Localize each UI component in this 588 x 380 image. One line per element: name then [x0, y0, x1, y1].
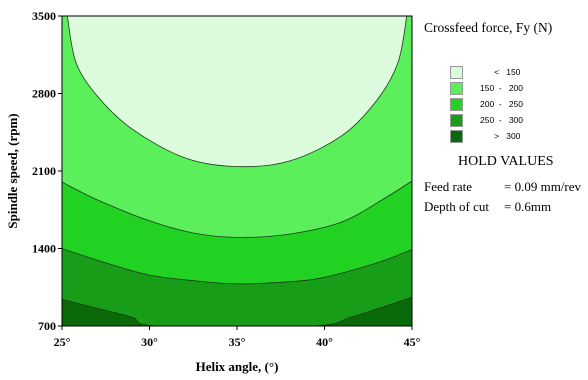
x-tick-label: 25° [54, 335, 71, 349]
legend-label: < 150 [480, 67, 521, 77]
contour-line-300 [62, 296, 412, 326]
legend-label: 200 - 250 [480, 99, 524, 109]
legend-item: 250 - 300 [450, 114, 550, 128]
legend-label: > 300 [480, 131, 521, 141]
hold-value: = 0.6mm [504, 199, 552, 214]
contour-line-150 [66, 16, 408, 168]
legend-item: < 150 [450, 66, 550, 80]
legend-label: 150 - 200 [480, 83, 524, 93]
hold-value: = 0.09 mm/rev [504, 179, 582, 194]
x-axis-label: Helix angle, (°) [196, 359, 279, 374]
hold-values-title: HOLD VALUES [458, 154, 554, 169]
y-tick-label: 2800 [32, 87, 56, 101]
x-tick-label: 40° [316, 335, 333, 349]
legend-swatch [450, 98, 463, 111]
legend-item: 200 - 250 [450, 98, 550, 112]
legend-swatch [450, 114, 463, 127]
contour-band-below-150 [67, 16, 407, 167]
y-tick-label: 2100 [32, 164, 56, 178]
y-tick-label: 700 [38, 319, 56, 333]
x-tick-label: 35° [229, 335, 246, 349]
hold-row-depth-of-cut: Depth of cut = 0.6mm [424, 199, 551, 215]
hold-label: Feed rate [424, 179, 473, 194]
legend-item: > 300 [450, 130, 550, 144]
legend-swatch [450, 130, 463, 143]
y-tick-label: 3500 [32, 9, 56, 23]
legend-swatch [450, 66, 463, 79]
hold-label: Depth of cut [424, 199, 489, 214]
y-axis-label: Spindle speed, (rpm) [5, 113, 20, 228]
legend-title: Crossfeed force, Fy (N) [424, 20, 553, 35]
plot-area [62, 16, 412, 326]
side-panel: Crossfeed force, Fy (N) < 150 150 - 200 … [422, 0, 588, 380]
axes: 25° 30° 35° 40° 45° 700 1400 2100 2800 3500 [32, 9, 421, 349]
contour-fills [62, 16, 412, 326]
contour-line-200 [62, 180, 412, 238]
legend-item: 150 - 200 [450, 82, 550, 96]
x-tick-label: 30° [141, 335, 158, 349]
contour-line-250 [62, 248, 412, 285]
legend-swatch [450, 82, 463, 95]
y-tick-label: 1400 [32, 242, 56, 256]
hold-row-feed-rate: Feed rate = 0.09 mm/rev [424, 179, 581, 195]
x-tick-label: 45° [404, 335, 421, 349]
legend-label: 250 - 300 [480, 115, 524, 125]
